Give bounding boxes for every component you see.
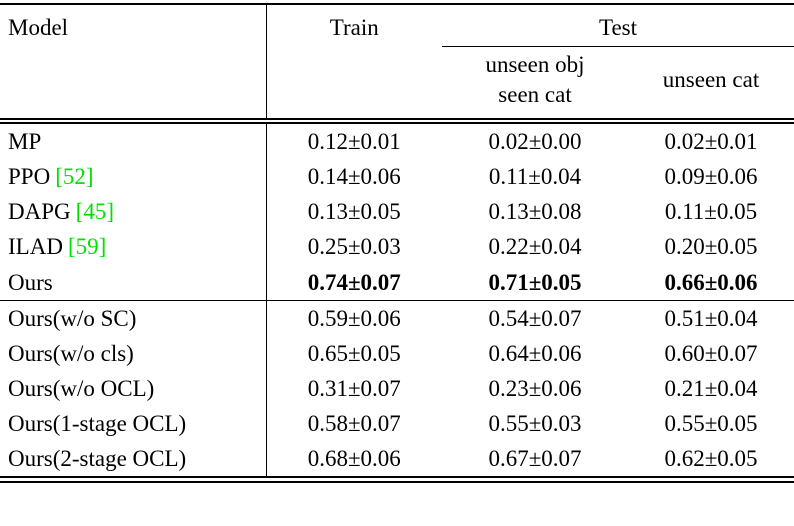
col-header-train: Train — [266, 4, 442, 124]
model-cell: Ours(2-stage OCL) — [0, 441, 267, 480]
table-row-ours-wo-cls: Ours(w/o cls) 0.65±0.05 0.64±0.06 0.60±0… — [0, 335, 794, 371]
model-label: PPO — [8, 164, 51, 190]
col-header-model: Model — [0, 4, 267, 124]
table-row-ours-2-stage-ocl: Ours(2-stage OCL) 0.68±0.06 0.67±0.07 0.… — [0, 441, 794, 480]
test-unseen-obj-value: 0.55±0.03 — [488, 411, 582, 436]
test-unseen-obj-value: 0.71±0.05 — [442, 264, 628, 301]
table-row-mp: MP 0.12±0.01 0.02±0.00 0.02±0.01 — [0, 121, 794, 160]
test-unseen-obj-value: 0.13±0.08 — [488, 199, 582, 225]
model-cell: Ours(w/o OCL) — [0, 370, 267, 406]
citation-link[interactable]: [45] — [75, 199, 114, 225]
test-unseen-cat-value: 0.66±0.06 — [628, 264, 794, 301]
test-unseen-cat-value: 0.62±0.05 — [664, 446, 758, 472]
test-unseen-obj-value: 0.11±0.04 — [488, 164, 582, 190]
test-unseen-cat-value: 0.51±0.04 — [664, 305, 758, 331]
train-value: 0.68±0.06 — [307, 446, 401, 472]
subheader-line-1: unseen obj — [485, 52, 585, 78]
model-label: Ours(w/o SC) — [8, 305, 137, 331]
train-value: 0.65±0.05 — [307, 340, 401, 366]
table-row-ours-wo-ocl: Ours(w/o OCL) 0.31±0.07 0.23±0.06 0.21±0… — [0, 370, 794, 406]
model-label: Ours(1-stage OCL) — [8, 411, 187, 436]
table-row-ilad: ILAD [59] 0.25±0.03 0.22±0.04 0.20±0.05 — [0, 229, 794, 265]
model-cell: PPO [52] — [0, 159, 267, 195]
train-value: 0.14±0.06 — [307, 164, 401, 190]
train-value: 0.31±0.07 — [307, 375, 401, 401]
train-value: 0.25±0.03 — [307, 234, 401, 260]
test-unseen-obj-value: 0.22±0.04 — [488, 234, 582, 260]
page: Model Train Test unseen obj seen cat uns… — [0, 3, 794, 484]
model-label: Ours(w/o cls) — [8, 340, 134, 366]
citation-link[interactable]: [52] — [55, 164, 94, 190]
test-unseen-cat-value: 0.21±0.04 — [664, 375, 758, 401]
train-value: 0.58±0.07 — [307, 411, 401, 436]
model-cell: DAPG [45] — [0, 194, 267, 230]
test-unseen-obj-value: 0.54±0.07 — [488, 305, 582, 331]
model-cell: ILAD [59] — [0, 229, 267, 265]
test-unseen-obj-value: 0.23±0.06 — [488, 375, 582, 401]
model-cell: Ours(1-stage OCL) — [0, 406, 267, 442]
test-unseen-obj-value: 0.67±0.07 — [488, 446, 582, 472]
table-row-ours-wo-sc: Ours(w/o SC) 0.59±0.06 0.54±0.07 0.51±0.… — [0, 300, 794, 336]
train-value: 0.12±0.01 — [307, 129, 401, 154]
table-body: MP 0.12±0.01 0.02±0.00 0.02±0.01 PPO [52]… — [0, 121, 794, 480]
train-value: 0.13±0.05 — [307, 199, 401, 225]
model-cell: Ours(w/o cls) — [0, 335, 267, 371]
table-row-ours: Ours 0.74±0.07 0.71±0.05 0.66±0.06 — [0, 264, 794, 301]
model-label: Ours(w/o OCL) — [8, 375, 155, 401]
model-label: Ours — [8, 269, 53, 295]
model-cell: MP — [0, 121, 267, 160]
test-unseen-cat-value: 0.02±0.01 — [664, 129, 758, 154]
col-header-test-unseen-cat: unseen cat — [628, 46, 794, 125]
model-label: MP — [8, 129, 42, 154]
citation-link[interactable]: [59] — [67, 234, 107, 260]
model-label: Ours(2-stage OCL) — [8, 446, 187, 472]
train-value: 0.74±0.07 — [266, 264, 442, 301]
test-unseen-cat-value: 0.09±0.06 — [664, 164, 758, 190]
col-header-test-unseen-obj-seen-cat: unseen obj seen cat — [442, 46, 628, 125]
header-row-1: Model Train Test — [0, 4, 794, 124]
header-row-2: unseen obj seen cat unseen cat — [0, 46, 794, 125]
model-label: ILAD — [8, 234, 63, 260]
test-unseen-cat-value: 0.20±0.05 — [664, 234, 758, 260]
col-header-test: Test — [442, 4, 794, 48]
train-value: 0.59±0.06 — [307, 305, 401, 331]
test-unseen-cat-value: 0.11±0.05 — [664, 199, 758, 225]
table-row-ours-1-stage-ocl: Ours(1-stage OCL) 0.58±0.07 0.55±0.03 0.… — [0, 406, 794, 442]
table-row-dapg: DAPG [45] 0.13±0.05 0.13±0.08 0.11±0.05 — [0, 194, 794, 230]
test-unseen-obj-value: 0.02±0.00 — [488, 129, 582, 154]
model-cell: Ours(w/o SC) — [0, 300, 267, 336]
model-label: DAPG — [8, 199, 71, 225]
model-cell: Ours — [0, 264, 267, 301]
table-header: Model Train Test unseen obj seen cat uns… — [0, 4, 794, 125]
test-unseen-cat-value: 0.60±0.07 — [664, 340, 758, 366]
results-table: Model Train Test unseen obj seen cat uns… — [0, 3, 794, 484]
table-row-ppo: PPO [52] 0.14±0.06 0.11±0.04 0.09±0.06 — [0, 159, 794, 195]
subheader-line-2: seen cat — [498, 81, 572, 107]
test-unseen-cat-value: 0.55±0.05 — [664, 411, 758, 436]
test-unseen-obj-value: 0.64±0.06 — [488, 340, 582, 366]
